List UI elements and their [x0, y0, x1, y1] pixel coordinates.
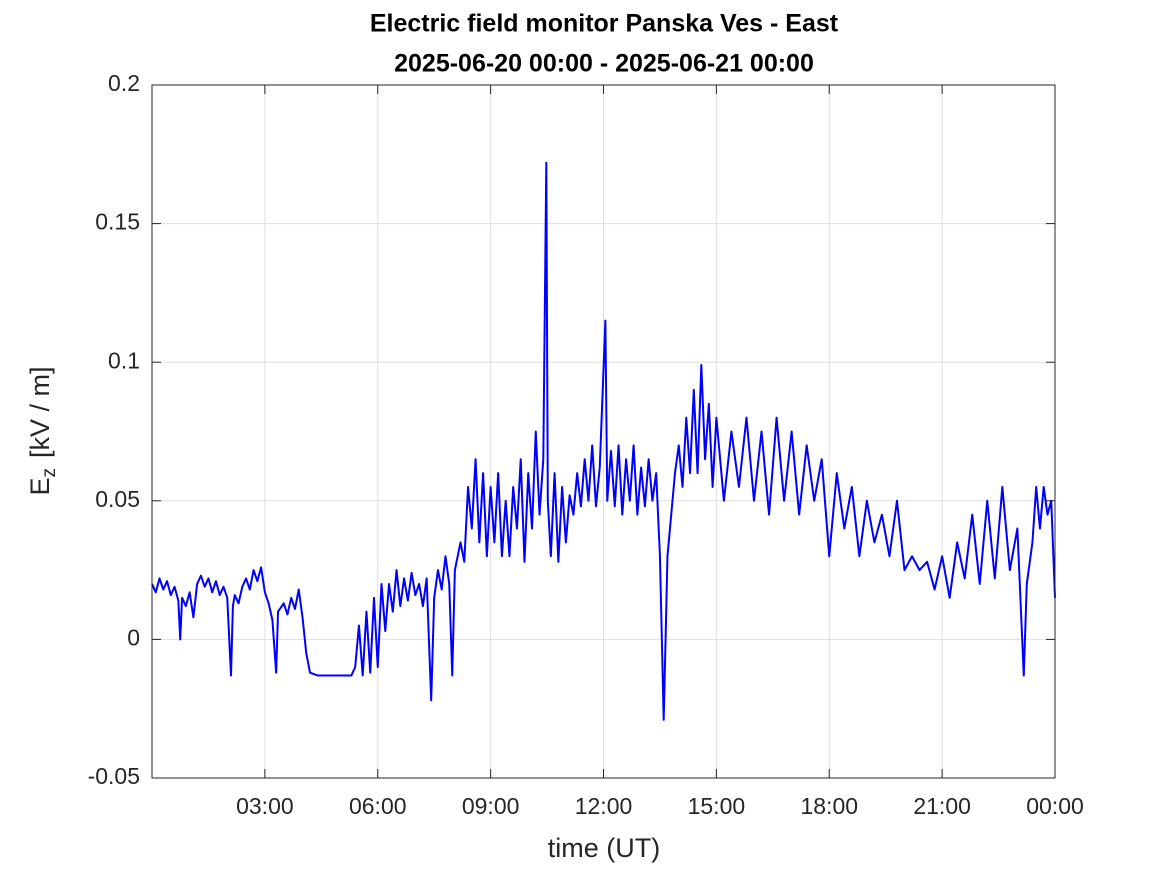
y-tick-label: -0.05	[88, 763, 140, 789]
y-axis-label: Ez [kV / m]	[25, 366, 60, 495]
x-tick-label: 06:00	[349, 793, 407, 819]
y-tick-label: 0.2	[108, 70, 140, 96]
x-tick-label: 15:00	[688, 793, 746, 819]
x-tick-label: 00:00	[1026, 793, 1084, 819]
x-tick-label: 09:00	[462, 793, 520, 819]
data-line	[151, 161, 1056, 721]
x-tick-label: 18:00	[800, 793, 858, 819]
chart-title: Electric field monitor Panska Ves - East	[370, 10, 839, 38]
y-tick-label: 0.1	[108, 347, 140, 373]
x-tick-label: 03:00	[236, 793, 294, 819]
y-tick-label: 0.15	[95, 209, 140, 235]
plot-frame	[151, 84, 1056, 779]
x-tick-label: 21:00	[913, 793, 971, 819]
chart-subtitle: 2025-06-20 00:00 - 2025-06-21 00:00	[394, 50, 814, 78]
x-tick-label: 12:00	[575, 793, 633, 819]
y-label-unit: [kV / m]	[25, 366, 55, 458]
y-label-subscript: z	[39, 468, 60, 478]
y-tick-label: 0.05	[95, 486, 140, 512]
y-label-symbol: E	[25, 478, 55, 496]
x-axis-label: time (UT)	[548, 833, 660, 863]
y-tick-label: 0	[127, 624, 140, 650]
